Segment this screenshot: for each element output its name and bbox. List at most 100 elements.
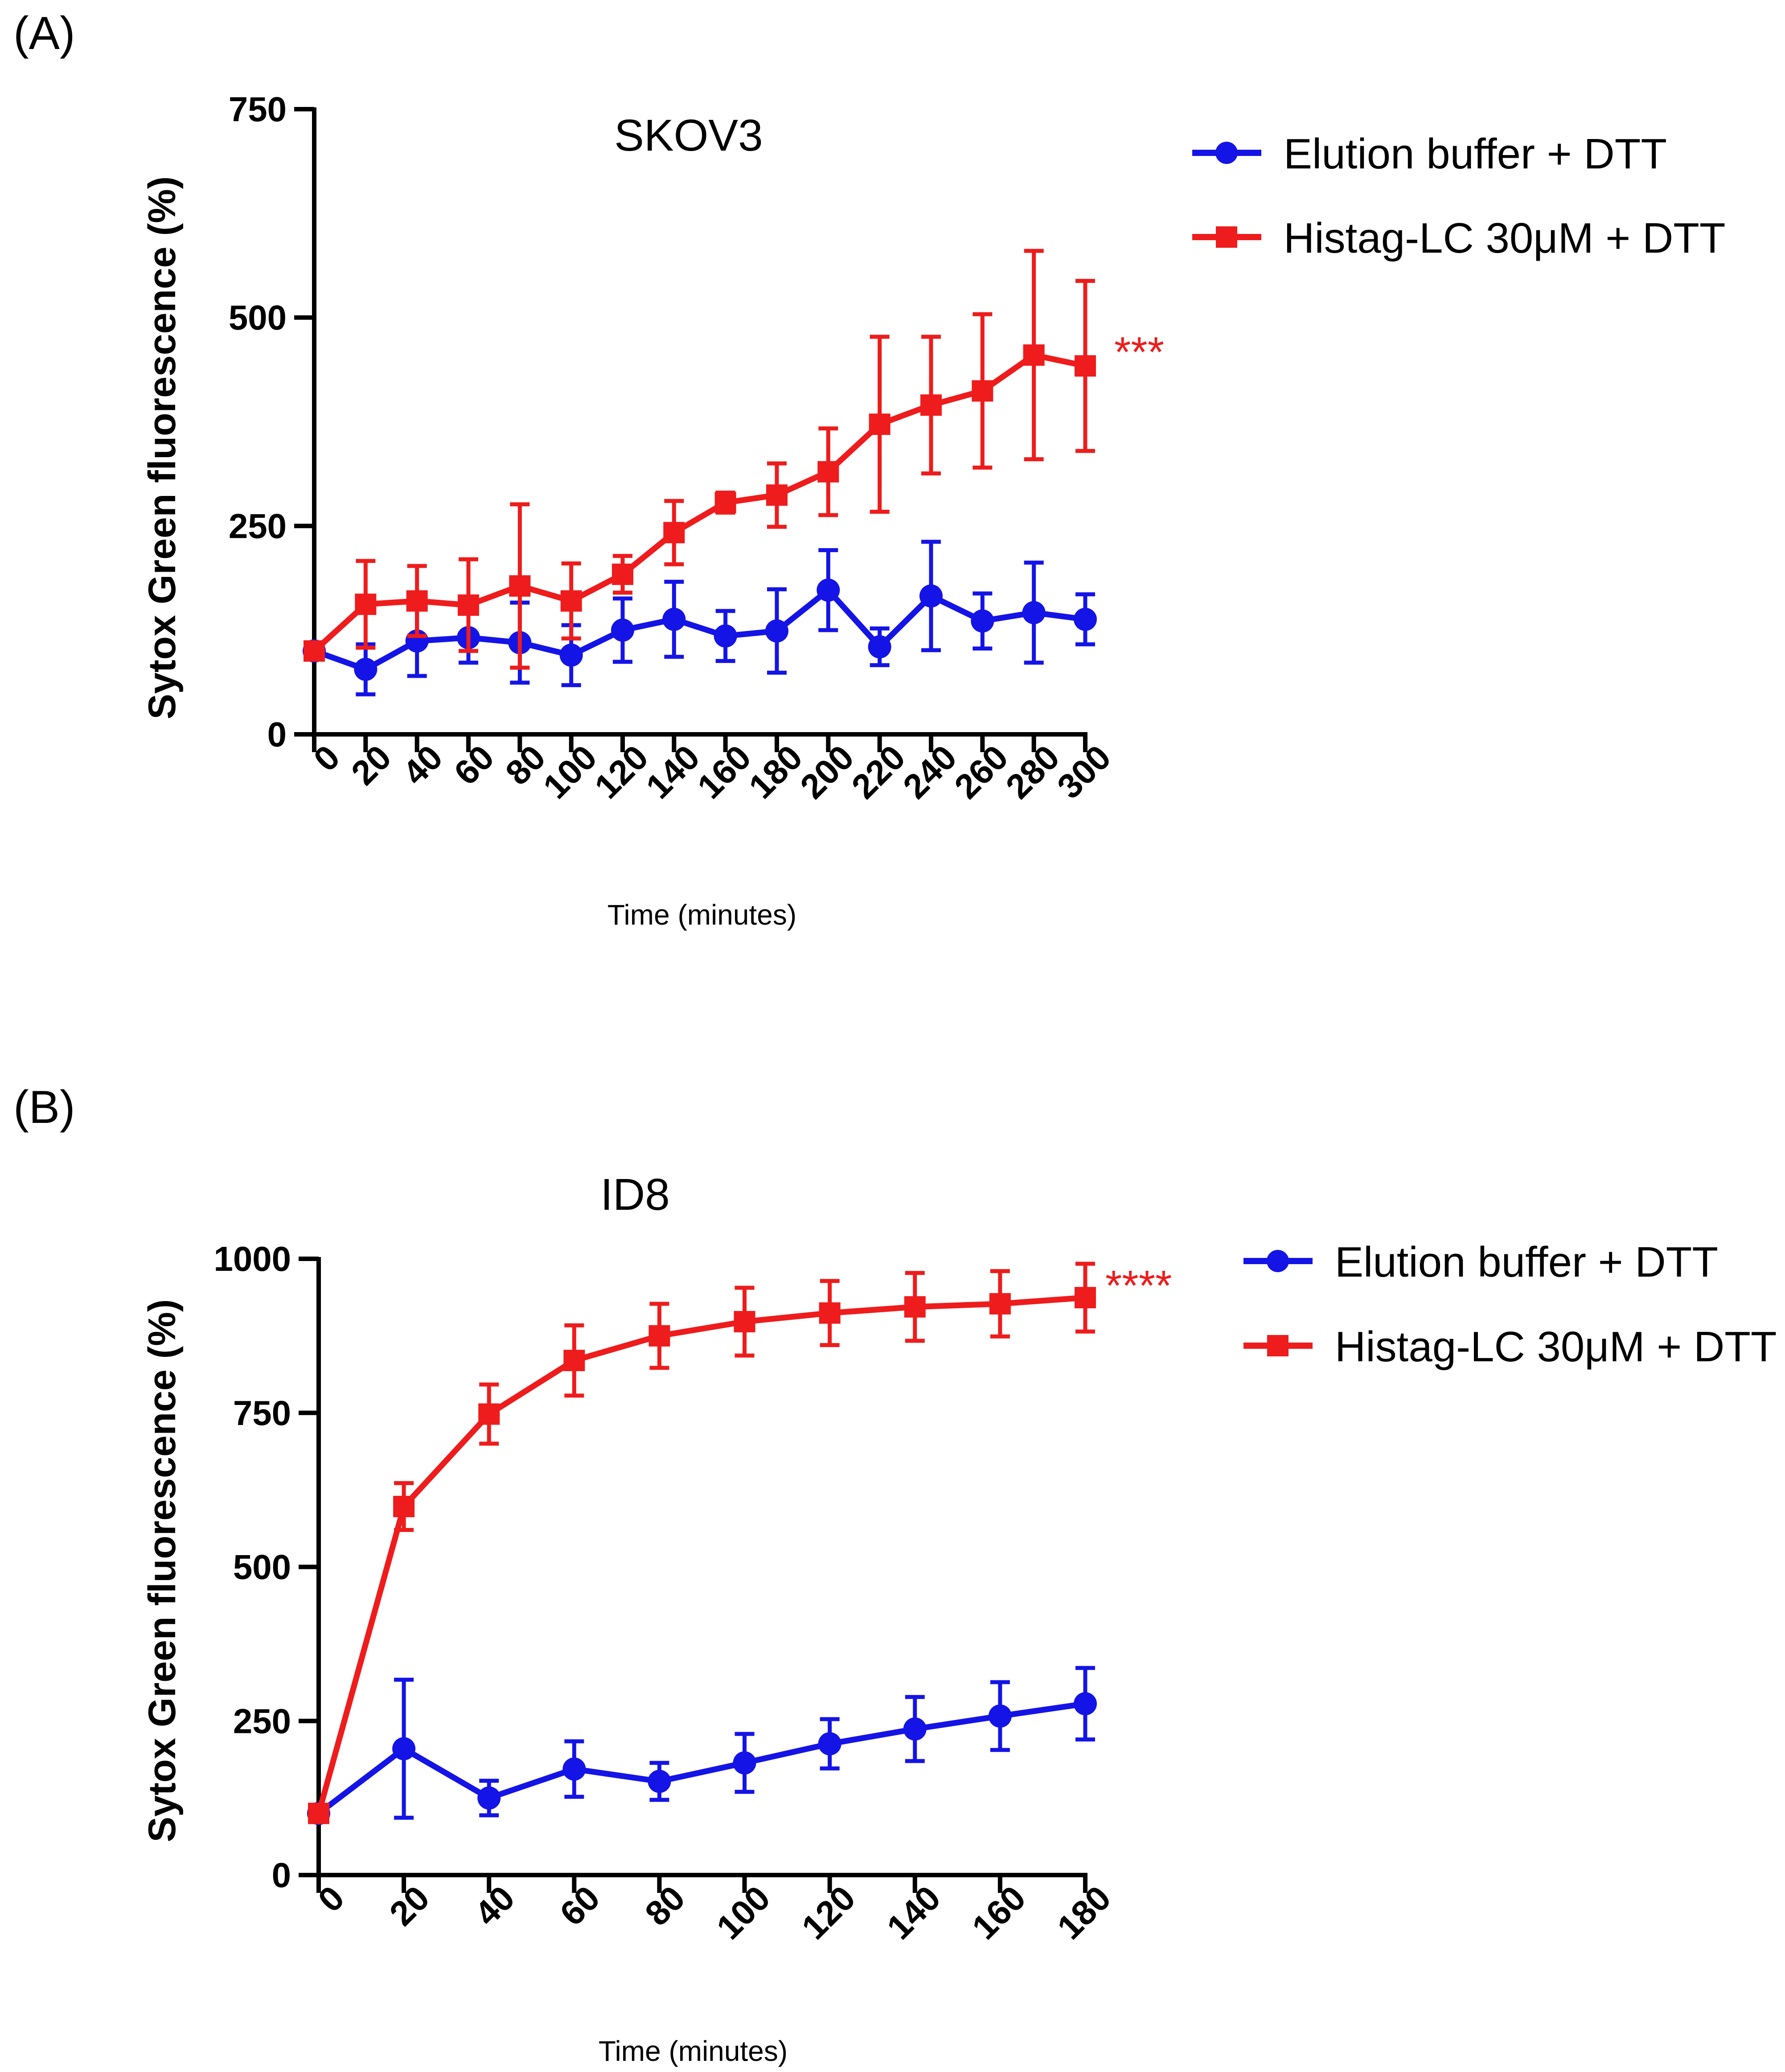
x-tick-label: 180 <box>1050 1878 1118 1947</box>
data-marks <box>303 249 1097 696</box>
series-line <box>317 1701 1086 1816</box>
data-point <box>1074 607 1097 631</box>
legend-label-histag: Histag-LC 30μM + DTT <box>1335 1323 1777 1371</box>
panel-label: (A) <box>13 8 75 59</box>
data-point <box>869 414 890 435</box>
data-point <box>919 584 943 608</box>
data-point <box>766 484 788 506</box>
x-tick-label: 40 <box>395 737 450 793</box>
data-point <box>714 491 736 513</box>
data-point <box>1023 344 1045 366</box>
x-tick-label: 60 <box>447 737 502 793</box>
y-tick-label: 250 <box>229 506 287 545</box>
y-tick-label: 0 <box>272 1855 291 1895</box>
data-point <box>612 563 633 585</box>
data-point <box>903 1717 927 1741</box>
data-point <box>663 522 685 544</box>
x-tick-label: 100 <box>709 1878 777 1947</box>
data-point <box>648 1769 671 1793</box>
data-point <box>714 624 737 648</box>
x-tick-label: 160 <box>964 1878 1033 1947</box>
data-marks <box>307 1261 1097 1825</box>
x-tick-label: 80 <box>637 1878 693 1933</box>
data-point <box>392 1737 416 1761</box>
y-tick-label: 500 <box>233 1548 291 1587</box>
y-tick-label: 750 <box>229 90 287 129</box>
data-point <box>304 640 325 662</box>
x-tick-label: 120 <box>794 1878 863 1947</box>
panel-a: (A) SKOV3 Sytox Green fluorescence (%) T… <box>13 8 1726 931</box>
data-point <box>971 609 994 633</box>
significance-marker: **** <box>1105 1262 1172 1310</box>
legend-item-elution: Elution buffer + DTT <box>1192 130 1667 178</box>
y-axis-label: Sytox Green fluorescence (%) <box>141 176 184 720</box>
data-point <box>1022 601 1046 624</box>
x-tick-label: 20 <box>344 737 399 793</box>
data-point <box>563 1350 585 1372</box>
data-point <box>1074 1692 1097 1716</box>
x-tick-label: 40 <box>467 1878 522 1933</box>
data-point <box>920 394 942 416</box>
data-point <box>478 1403 500 1425</box>
data-point <box>733 1751 756 1775</box>
y-axis-label: Sytox Green fluorescence (%) <box>141 1299 184 1843</box>
x-axis-label: Time (minutes) <box>607 899 796 931</box>
y-tick-label: 500 <box>229 298 287 337</box>
data-point <box>988 1704 1012 1728</box>
data-point <box>393 1495 415 1517</box>
data-point <box>354 658 378 681</box>
chart-title: SKOV3 <box>614 111 763 160</box>
data-point <box>509 575 531 597</box>
panel-label: (B) <box>13 1081 75 1133</box>
data-point <box>904 1296 926 1318</box>
legend-marker-elution <box>1267 1250 1289 1272</box>
data-point <box>477 1786 501 1810</box>
legend-item-elution: Elution buffer + DTT <box>1243 1238 1718 1286</box>
y-tick-label: 0 <box>267 715 287 754</box>
data-point <box>560 590 582 612</box>
panel-b: (B) ID8 Sytox Green fluorescence (%) Tim… <box>13 1081 1777 2067</box>
axes: 0250500750020406080100120140160180200220… <box>229 90 1118 806</box>
legend-label-elution: Elution buffer + DTT <box>1335 1238 1718 1286</box>
legend: Elution buffer + DTT Histag-LC 30μM + DT… <box>1243 1238 1777 1371</box>
data-point <box>611 618 634 642</box>
data-point <box>406 590 428 612</box>
data-point <box>819 1302 841 1324</box>
y-tick-label: 750 <box>233 1393 291 1433</box>
data-point <box>648 1325 670 1347</box>
series-elution <box>307 1666 1097 1825</box>
data-point <box>1075 355 1096 377</box>
data-point <box>1075 1287 1096 1309</box>
legend-label-elution: Elution buffer + DTT <box>1284 130 1667 178</box>
data-point <box>308 1802 329 1824</box>
legend-marker-histag <box>1216 226 1237 248</box>
series-histag <box>308 1261 1096 1824</box>
data-point <box>765 619 788 643</box>
x-tick-label: 300 <box>1050 737 1118 806</box>
data-point <box>662 607 686 631</box>
data-point <box>734 1311 755 1333</box>
series-line <box>316 1294 1086 1814</box>
data-point <box>458 594 479 616</box>
x-axis-label: Time (minutes) <box>599 2035 788 2067</box>
data-point <box>868 635 891 659</box>
x-tick-label: 20 <box>382 1878 437 1933</box>
legend-label-histag: Histag-LC 30μM + DTT <box>1284 214 1726 262</box>
legend: Elution buffer + DTT Histag-LC 30μM + DT… <box>1192 130 1726 262</box>
series-line <box>312 352 1086 653</box>
y-tick-label: 250 <box>233 1701 291 1740</box>
data-point <box>355 594 377 615</box>
legend-marker-histag <box>1267 1335 1288 1356</box>
data-point <box>972 380 993 402</box>
x-tick-label: 60 <box>552 1878 607 1933</box>
y-tick-label: 1000 <box>213 1239 291 1278</box>
series-line <box>313 587 1086 672</box>
data-point <box>562 1757 586 1781</box>
legend-item-histag: Histag-LC 30μM + DTT <box>1192 214 1726 262</box>
x-tick-label: 140 <box>879 1878 948 1947</box>
data-point <box>559 643 583 667</box>
data-point <box>817 578 840 602</box>
series-histag <box>304 249 1096 670</box>
significance-marker: *** <box>1114 328 1164 376</box>
